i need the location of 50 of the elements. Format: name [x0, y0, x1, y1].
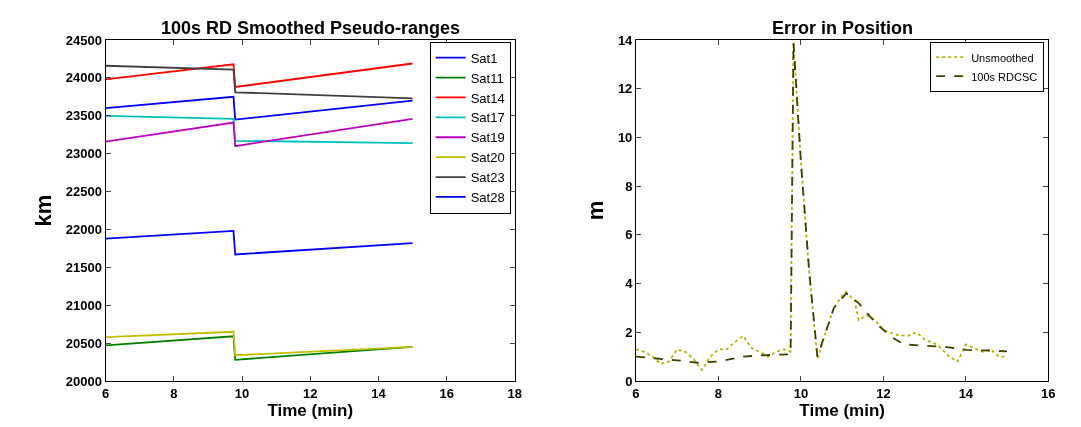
x-axis-title: Time (min)	[799, 400, 885, 420]
y-tick-label: 4	[625, 276, 634, 292]
legend-label: Sat23	[470, 170, 505, 186]
y-tick-label: 2	[625, 324, 633, 340]
y-tick-label: 8	[625, 178, 633, 194]
y-axis-title: m	[582, 200, 608, 221]
y-tick-label: 20000	[65, 373, 103, 389]
x-tick-label: 8	[714, 385, 723, 401]
y-tick-label: 20500	[65, 335, 103, 351]
y-tick-label: 10	[617, 129, 633, 145]
legend-label: 100s RDCSC	[971, 70, 1038, 83]
x-axis-title: Time (min)	[267, 400, 354, 420]
chart-title: Error in Position	[772, 18, 914, 38]
legend-label: Sat20	[470, 150, 505, 166]
y-tick-label: 23500	[65, 108, 103, 124]
y-tick-label: 23000	[65, 146, 103, 162]
legend-label: Sat17	[470, 110, 505, 126]
legend-label: Sat11	[470, 70, 504, 86]
y-tick-label: 14	[617, 32, 634, 48]
line-series	[105, 95, 414, 121]
x-tick-label: 12	[876, 385, 891, 401]
legend-label: Sat14	[470, 90, 505, 106]
chart-title: 100s RD Smoothed Pseudo-ranges	[161, 18, 461, 38]
x-tick-label: 12	[302, 385, 318, 401]
x-tick-label: 18	[507, 385, 523, 401]
x-tick-label: 10	[234, 385, 250, 401]
y-tick-label: 0	[625, 373, 633, 389]
legend-label: Sat19	[470, 130, 505, 146]
legend-label: Sat28	[470, 190, 505, 206]
x-tick-label: 16	[1041, 385, 1056, 401]
y-axis-title: km	[30, 194, 56, 227]
y-tick-label: 12	[617, 81, 633, 97]
line-series	[105, 230, 414, 256]
x-tick-label: 8	[170, 385, 178, 401]
legend-label: Unsmoothed	[971, 51, 1034, 64]
x-tick-label: 14	[958, 385, 974, 401]
y-tick-label: 22000	[65, 221, 103, 237]
x-tick-label: 14	[371, 385, 387, 401]
line-series	[105, 62, 414, 88]
x-tick-label: 10	[793, 385, 809, 401]
y-tick-label: 21000	[65, 297, 103, 313]
legend-label: Sat1	[470, 50, 498, 66]
y-tick-label: 22500	[65, 184, 103, 200]
y-tick-label: 21500	[65, 259, 103, 275]
line-series	[105, 330, 414, 357]
y-tick-label: 6	[625, 227, 633, 243]
x-tick-label: 16	[439, 385, 454, 401]
y-tick-label: 24500	[65, 32, 103, 48]
y-tick-label: 24000	[65, 70, 103, 86]
line-series	[105, 64, 414, 100]
